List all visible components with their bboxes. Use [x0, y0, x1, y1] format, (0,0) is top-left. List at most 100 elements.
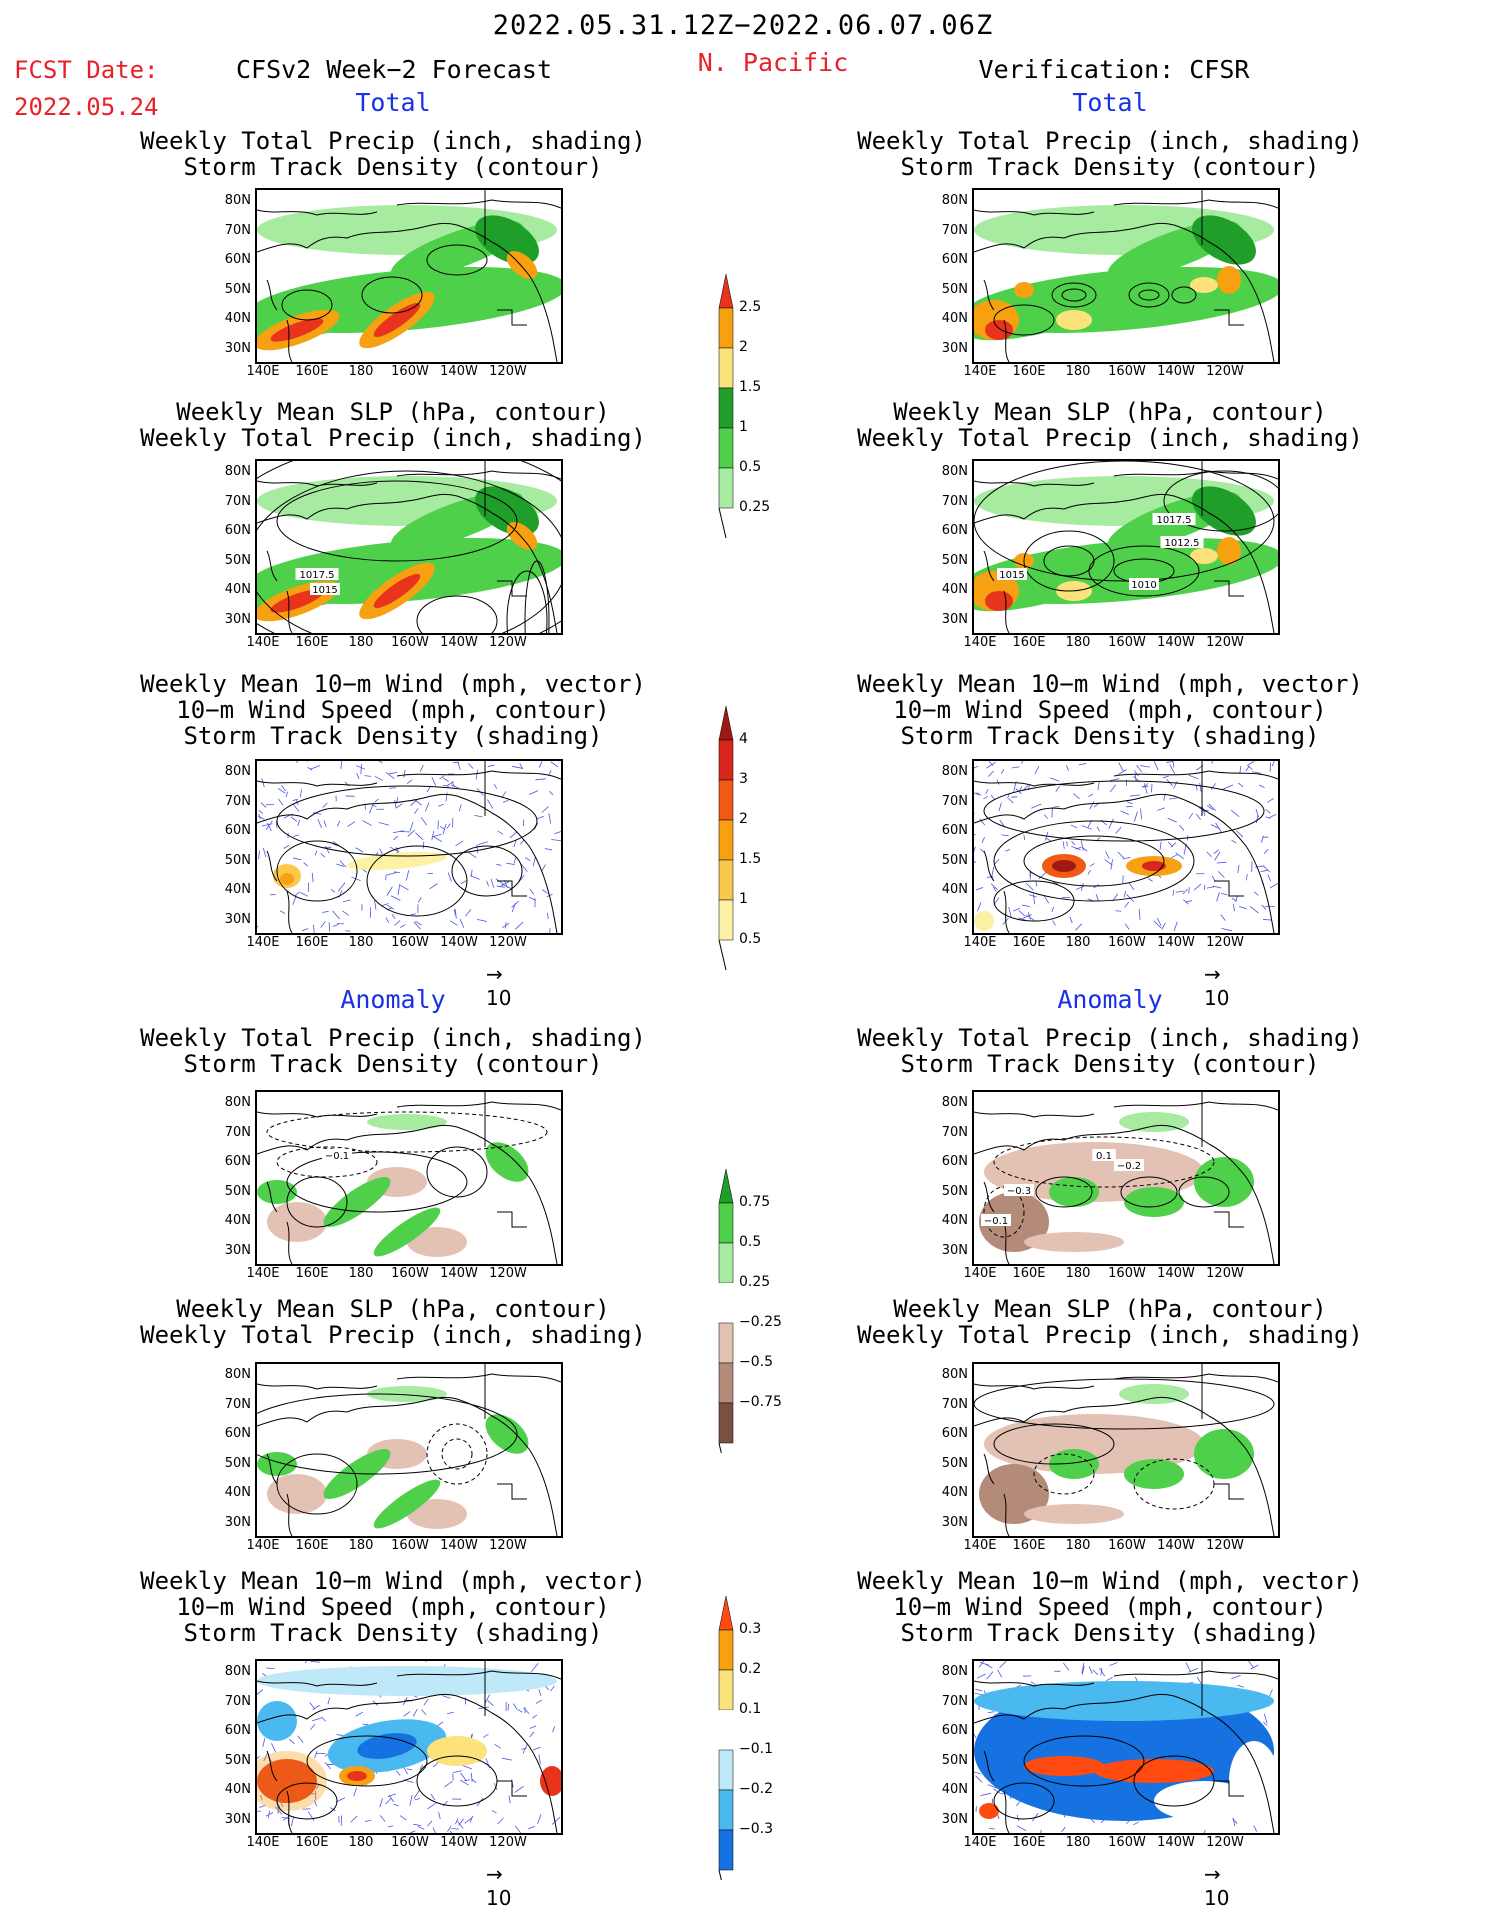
map-fc-total-precip — [255, 188, 563, 364]
lat-tick-label: 70N — [941, 222, 968, 238]
lat-tick-label: 50N — [224, 1752, 251, 1768]
colorbar-label: 0.1 — [739, 1701, 762, 1717]
lat-tick-label: 40N — [224, 1485, 251, 1500]
lat-tick-label: 70N — [224, 222, 251, 238]
lat-tick-label: 80N — [941, 764, 968, 779]
lon-tick-label: 120W — [1206, 364, 1244, 379]
lon-tick-label: 160W — [391, 1835, 429, 1850]
lon-tick-label: 140E — [246, 1266, 280, 1281]
lon-tick-label: 160W — [1108, 635, 1146, 650]
lat-tick-label: 80N — [941, 1367, 968, 1382]
lon-tick-label: 140E — [246, 364, 280, 379]
lat-tick-label: 30N — [941, 911, 968, 927]
colorbar-segment — [718, 1789, 734, 1831]
lon-tick-label: 160W — [1108, 935, 1146, 950]
colorbar-top-triangle — [718, 273, 734, 309]
colorbar-precip-total — [718, 273, 734, 539]
lat-tick-label: 40N — [224, 882, 251, 897]
section-total-left: Total — [355, 88, 431, 117]
colorbar-label: 0.5 — [739, 931, 762, 947]
colorbar-label: 1.5 — [739, 379, 762, 395]
lon-tick-label: 140E — [246, 1538, 280, 1553]
panel-title-ver-total-precip: Weekly Total Precip (inch, shading) Storm… — [857, 127, 1363, 181]
colorbar-label: 4 — [739, 731, 748, 747]
svg-text:−0.1: −0.1 — [984, 1216, 1008, 1227]
lon-tick-label: 160W — [391, 935, 429, 950]
colorbar-segment — [718, 1669, 734, 1711]
colorbar-label: 0.25 — [739, 499, 771, 515]
lat-tick-label: 70N — [941, 1693, 968, 1709]
lat-tick-label: 60N — [224, 252, 251, 267]
map-ver-anom-wind — [972, 1659, 1280, 1835]
lon-tick-label: 160E — [295, 935, 329, 950]
lon-tick-label: 160E — [295, 364, 329, 379]
lat-tick-label: 60N — [224, 523, 251, 538]
colorbar-tail — [718, 939, 727, 971]
colorbar-tail — [718, 1869, 722, 1880]
svg-text:0.1: 0.1 — [1096, 1151, 1112, 1162]
lat-tick-label: 60N — [941, 252, 968, 267]
lon-tick-label: 120W — [1206, 1538, 1244, 1553]
colorbar-top-triangle — [718, 1595, 734, 1631]
lon-tick-label: 140E — [246, 635, 280, 650]
lon-tick-label: 140E — [246, 1835, 280, 1850]
svg-text:−0.3: −0.3 — [1007, 1186, 1031, 1197]
colorbar-label: 0.2 — [739, 1661, 762, 1677]
lat-tick-label: 50N — [941, 281, 968, 297]
lat-tick-label: 50N — [941, 852, 968, 868]
lat-tick-label: 70N — [224, 793, 251, 809]
period-title: 2022.05.31.12Z−2022.06.07.06Z — [492, 10, 994, 41]
lat-tick-label: 40N — [224, 582, 251, 597]
colorbar-label: 2 — [739, 339, 748, 355]
lat-tick-label: 40N — [941, 1782, 968, 1797]
lon-tick-label: 160E — [1012, 935, 1046, 950]
lon-tick-label: 160W — [1108, 1835, 1146, 1850]
colorbar-label: 1.5 — [739, 851, 762, 867]
lat-tick-label: 30N — [224, 340, 251, 356]
lon-tick-label: 160E — [1012, 364, 1046, 379]
lat-tick-label: 80N — [224, 464, 251, 479]
lon-tick-label: 180 — [1065, 364, 1091, 379]
lat-tick-label: 40N — [941, 311, 968, 326]
lon-tick-label: 180 — [1065, 1538, 1091, 1553]
colorbar-label: −0.3 — [739, 1821, 773, 1837]
lon-tick-label: 140W — [1157, 1266, 1195, 1281]
lon-tick-label: 120W — [489, 1835, 527, 1850]
colorbar-segment — [718, 1829, 734, 1871]
colorbar-segment — [718, 307, 734, 349]
lat-tick-label: 30N — [941, 1811, 968, 1827]
panel-title-ver-total-wind: Weekly Mean 10−m Wind (mph, vector) 10−m … — [857, 670, 1363, 750]
lon-tick-label: 180 — [1065, 935, 1091, 950]
lat-tick-label: 80N — [941, 1664, 968, 1679]
colorbar-segment — [718, 819, 734, 861]
section-total-right: Total — [1072, 88, 1148, 117]
lat-tick-label: 70N — [941, 793, 968, 809]
lat-tick-label: 50N — [224, 281, 251, 297]
lon-tick-label: 140E — [963, 364, 997, 379]
lat-tick-label: 40N — [941, 1485, 968, 1500]
lon-tick-label: 120W — [489, 364, 527, 379]
lat-tick-label: 30N — [224, 1811, 251, 1827]
fcst-date-value: 2022.05.24 — [14, 93, 159, 121]
lat-tick-label: 70N — [941, 1124, 968, 1140]
lon-tick-label: 140W — [1157, 1538, 1195, 1553]
svg-text:1010: 1010 — [1131, 580, 1156, 591]
lon-tick-label: 160E — [1012, 1266, 1046, 1281]
map-ver-anom-precip: 0.1 −0.2 −0.3 −0.1 — [972, 1090, 1280, 1266]
lat-tick-label: 30N — [941, 1514, 968, 1530]
lon-tick-label: 180 — [348, 1266, 374, 1281]
colorbar-label: −0.1 — [739, 1741, 773, 1757]
colorbar-segment — [718, 1202, 734, 1244]
lon-tick-label: 140E — [963, 935, 997, 950]
colorbar-label: 1 — [739, 419, 748, 435]
panel-title-fc-anom-precip: Weekly Total Precip (inch, shading) Storm… — [140, 1024, 646, 1078]
fcst-date-label: FCST Date: — [14, 56, 159, 84]
map-fc-total-wind — [255, 759, 563, 935]
section-anomaly-left: Anomaly — [340, 985, 446, 1014]
lat-tick-label: 30N — [224, 611, 251, 627]
svg-text:1017.5: 1017.5 — [1157, 515, 1192, 526]
lon-tick-label: 180 — [1065, 1266, 1091, 1281]
colorbar-tail — [718, 1442, 722, 1453]
colorbar-segment — [718, 1629, 734, 1671]
map-fc-anom-slp — [255, 1362, 563, 1538]
